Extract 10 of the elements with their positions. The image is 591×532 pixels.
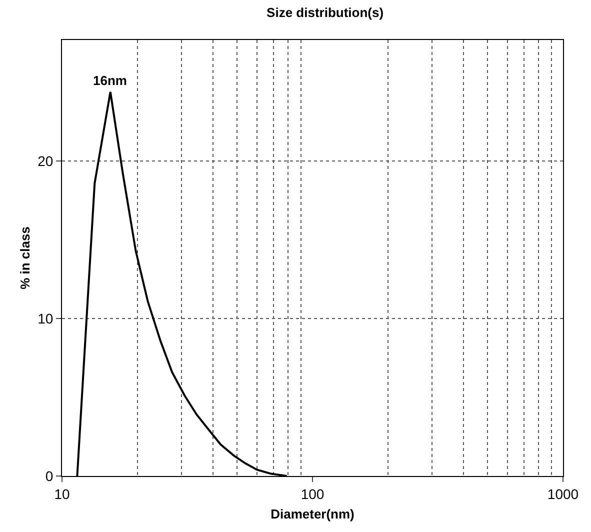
y-tick-label: 20	[38, 153, 54, 170]
annotation: 16nm	[93, 73, 127, 88]
x-tick-label: 1000	[547, 486, 579, 502]
y-tick-label: 10	[38, 310, 54, 326]
x-tick-label: 100	[300, 486, 324, 502]
y-tick-label: 0	[45, 468, 54, 484]
x-axis-title: Diameter(nm)	[270, 506, 354, 522]
x-tick-label: 10	[54, 486, 70, 502]
y-axis-title: % in class	[18, 226, 33, 290]
chart-title: Size distribution(s)	[266, 5, 384, 20]
